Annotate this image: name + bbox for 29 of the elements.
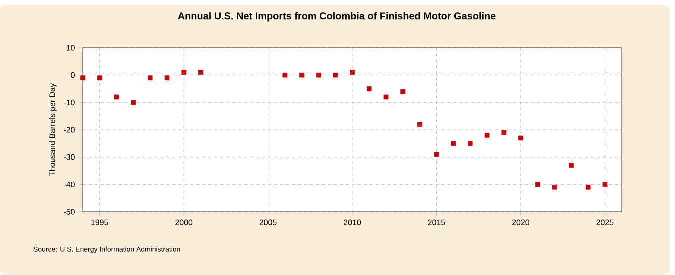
point — [569, 163, 574, 168]
point — [535, 182, 540, 188]
point — [602, 182, 608, 188]
point — [552, 185, 558, 190]
point — [366, 86, 372, 92]
point — [451, 141, 456, 146]
point — [97, 76, 102, 80]
point — [131, 100, 136, 106]
point — [350, 70, 355, 75]
point — [434, 152, 440, 157]
point — [468, 141, 473, 146]
point — [586, 185, 591, 190]
point — [502, 130, 506, 136]
point — [518, 136, 524, 141]
point — [484, 133, 490, 138]
point — [400, 89, 406, 94]
point — [182, 70, 186, 75]
point — [384, 94, 389, 100]
point — [80, 76, 86, 80]
point — [282, 72, 288, 78]
point — [417, 122, 422, 127]
point — [316, 72, 322, 78]
point — [148, 76, 153, 80]
point — [114, 94, 120, 100]
point — [164, 76, 170, 80]
point — [198, 70, 204, 75]
point — [333, 72, 338, 78]
point — [300, 72, 304, 78]
chart-title: Annual U.S. Net Imports from Colombia of Finished Motor Gasoline — [178, 12, 496, 22]
